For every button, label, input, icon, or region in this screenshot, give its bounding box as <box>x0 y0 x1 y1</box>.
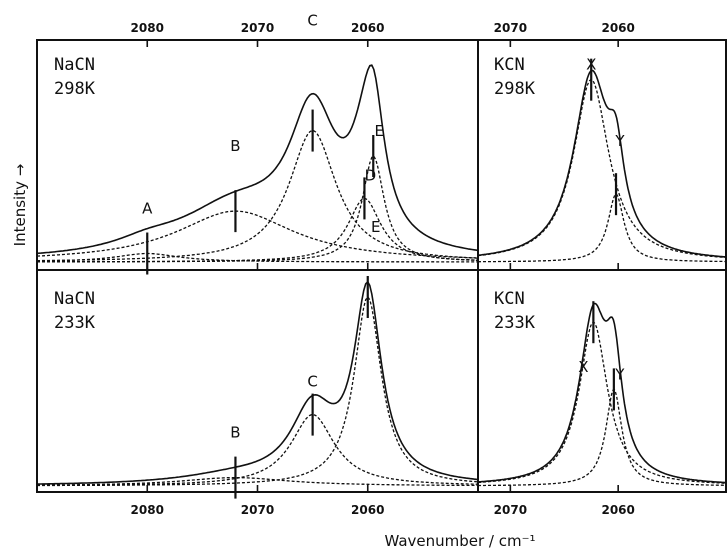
peak-label-kcn-298-X: X <box>586 56 596 74</box>
x-tick-label-bottom-nacn-233-2: 2060 <box>351 503 384 517</box>
peak-label-nacn-298-B: B <box>230 137 240 155</box>
component-curve-nacn-233-E <box>37 295 479 487</box>
peak-label-nacn-233-E: E <box>371 218 380 236</box>
x-tick-label-bottom-kcn-233-1: 2060 <box>601 503 634 517</box>
component-curve-kcn-233-Y <box>478 389 726 487</box>
x-axis-label: Wavenumber / cm⁻¹ <box>384 532 535 550</box>
panel-label-kcn-298-temp: 298K <box>494 79 536 99</box>
panel-label-nacn-233-temp: 233K <box>54 313 96 333</box>
panel-label-nacn-233-compound: NaCN <box>54 289 95 309</box>
panel-label-kcn-233-compound: KCN <box>494 289 525 309</box>
x-tick-label-bottom-kcn-233-0: 2070 <box>494 503 527 517</box>
panel-label-nacn-298-compound: NaCN <box>54 55 95 75</box>
component-curve-nacn-298-D <box>37 197 479 263</box>
x-tick-label-top-nacn-298-1: 2070 <box>241 21 274 35</box>
total-spectrum-kcn-233 <box>477 302 727 484</box>
panel-label-nacn-298-temp: 298K <box>54 79 96 99</box>
peak-label-nacn-298-A: A <box>142 200 153 218</box>
component-curve-nacn-298-E <box>37 155 478 263</box>
panel-label-kcn-298-compound: KCN <box>494 55 525 75</box>
panel-frame-nacn-233 <box>36 269 479 493</box>
component-curve-nacn-233-B <box>36 476 478 487</box>
x-tick-label-top-nacn-298-2: 2060 <box>351 21 384 35</box>
x-tick-label-bottom-nacn-233-0: 2080 <box>131 503 164 517</box>
x-tick-label-top-kcn-298-0: 2070 <box>494 21 527 35</box>
component-curve-nacn-233-C <box>37 414 478 486</box>
component-curve-nacn-298-C <box>37 130 479 262</box>
peak-label-kcn-233-X: X <box>578 358 588 376</box>
component-curve-nacn-298-B <box>36 210 478 259</box>
peak-label-nacn-233-B: B <box>230 424 240 442</box>
peak-label-nacn-298-D: D <box>365 166 377 184</box>
panel-frame-nacn-298 <box>36 39 479 271</box>
total-spectrum-nacn-233 <box>37 281 479 485</box>
peak-label-nacn-298-C: C <box>307 12 317 30</box>
x-tick-label-top-nacn-298-0: 2080 <box>131 21 164 35</box>
peak-label-nacn-233-C: C <box>307 373 317 391</box>
x-tick-label-top-kcn-298-1: 2060 <box>601 21 634 35</box>
peak-label-nacn-298-E: E <box>375 122 384 140</box>
component-curve-kcn-298-Y <box>478 193 726 263</box>
y-axis-label: Intensity → <box>11 164 29 247</box>
component-curve-kcn-233-X <box>477 321 727 484</box>
panel-frame-kcn-233 <box>477 269 727 493</box>
plot-layer: 2080 2070 2060 A B C D E 2080 2070 2060 B C E 2070 2060… <box>36 12 727 517</box>
total-spectrum-kcn-298 <box>477 69 727 258</box>
x-tick-label-bottom-nacn-233-1: 2070 <box>241 503 274 517</box>
panel-label-kcn-233-temp: 233K <box>494 313 536 333</box>
peak-label-kcn-298-Y: Y <box>614 132 625 150</box>
component-curve-kcn-298-X <box>477 79 726 259</box>
total-spectrum-nacn-298 <box>36 64 479 255</box>
peak-label-kcn-233-Y: Y <box>614 365 625 383</box>
